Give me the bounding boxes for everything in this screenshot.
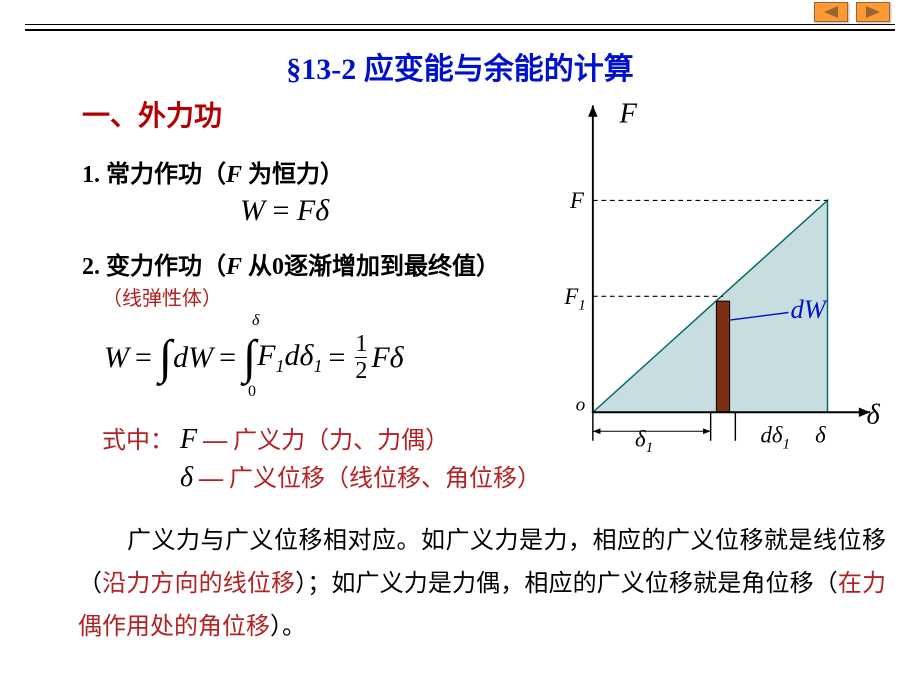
eq1-W: W bbox=[240, 194, 265, 227]
para-r1: 沿力方向的线位移 bbox=[102, 571, 295, 597]
def-f-text: 广义力（力、力偶） bbox=[233, 428, 449, 454]
para-t3: ）。 bbox=[270, 614, 306, 640]
svg-text:dδ1: dδ1 bbox=[760, 423, 790, 453]
sub1-text-b: 为恒力） bbox=[242, 162, 344, 188]
paragraph-body: 广义力与广义位移相对应。如广义力是力，相应的广义位移就是线位移（沿力方向的线位移… bbox=[78, 520, 886, 650]
eq2-dd1: dδ1 bbox=[284, 339, 322, 377]
triangle-left-icon bbox=[824, 6, 838, 18]
sub1-sym: F bbox=[226, 162, 242, 188]
prev-button[interactable] bbox=[814, 2, 848, 22]
eq1-d: δ bbox=[315, 194, 329, 227]
section-heading-1: 一、外力功 bbox=[82, 94, 222, 134]
def-f-sym: F bbox=[180, 424, 197, 455]
svg-text:F: F bbox=[569, 188, 585, 213]
para-t2: ）；如广义力是力偶，相应的广义位移就是角位移（ bbox=[295, 571, 838, 597]
subsection-2: 2. 变力作功（F 从0逐渐增加到最终值） bbox=[82, 246, 500, 281]
horizontal-rule bbox=[25, 24, 895, 31]
definition-F: 式中： F — 广义力（力、力偶） bbox=[102, 420, 449, 456]
def-d-dash: — bbox=[199, 466, 229, 492]
sub2-sym: F bbox=[226, 254, 242, 280]
para-indent bbox=[78, 528, 127, 554]
svg-text:dW: dW bbox=[790, 294, 828, 324]
equation-1: W = Fδ bbox=[240, 194, 329, 228]
sub2-text-a: 变力作功（ bbox=[106, 254, 226, 280]
svg-text:δ: δ bbox=[866, 400, 880, 431]
int-upper: δ bbox=[252, 312, 259, 330]
svg-text:F: F bbox=[618, 99, 637, 130]
page-title: §13-2 应变能与余能的计算 bbox=[0, 44, 920, 88]
sub2-text-b: 从0逐渐增加到最终值） bbox=[242, 254, 500, 280]
nav-arrows bbox=[814, 2, 890, 22]
int-lower: 0 bbox=[248, 383, 256, 401]
note-linear-elastic: （线弹性体） bbox=[102, 282, 222, 311]
triangle-right-icon bbox=[866, 6, 880, 18]
force-displacement-diagram: FδFF1oδ1dδ1δdW bbox=[548, 94, 898, 474]
integral-1: ∫ bbox=[158, 330, 173, 385]
def-f-dash: — bbox=[203, 428, 233, 454]
next-button[interactable] bbox=[856, 2, 890, 22]
svg-text:F1: F1 bbox=[563, 284, 586, 314]
eq2-F1: F1 bbox=[257, 339, 284, 377]
def-d-sym: δ bbox=[180, 462, 193, 493]
sub1-num: 1. bbox=[82, 162, 106, 188]
def-prefix: 式中： bbox=[102, 428, 174, 454]
sub1-text-a: 常力作功（ bbox=[106, 162, 226, 188]
eq1-eq: = bbox=[265, 194, 297, 227]
def-d-text: 广义位移（线位移、角位移） bbox=[229, 466, 541, 492]
sub2-num: 2. bbox=[82, 254, 106, 280]
svg-text:δ: δ bbox=[815, 423, 826, 448]
equation-2: W = ∫ dW = δ ∫ 0 F1 dδ1 = 1 2 Fδ bbox=[104, 330, 404, 385]
svg-text:o: o bbox=[576, 394, 586, 415]
eq1-F: F bbox=[297, 194, 315, 227]
fraction-half: 1 2 bbox=[355, 331, 367, 385]
eq2-dW: dW bbox=[173, 341, 213, 375]
eq2-W: W bbox=[104, 341, 129, 375]
definition-delta: 式中： δ — 广义位移（线位移、角位移） bbox=[102, 458, 541, 494]
eq2-Fd: Fδ bbox=[371, 341, 403, 375]
subsection-1: 1. 常力作功（F 为恒力） bbox=[82, 154, 344, 189]
integral-2: δ ∫ 0 bbox=[242, 330, 257, 385]
